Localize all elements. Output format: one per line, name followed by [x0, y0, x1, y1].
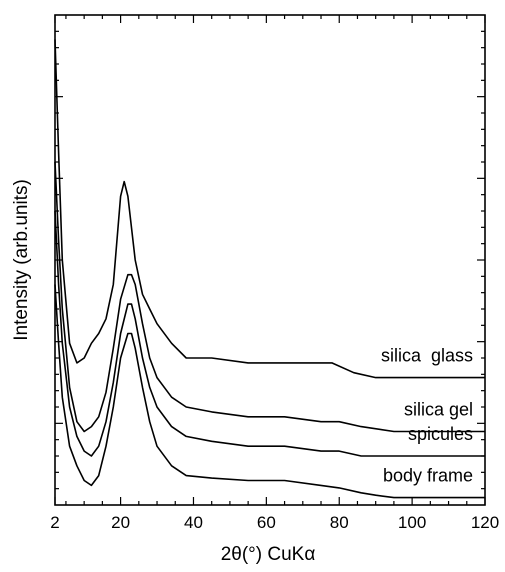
- x-tick-label: 80: [330, 513, 349, 532]
- series-label: spicules: [408, 424, 473, 444]
- x-axis-title: 2θ(°) CuKα: [221, 544, 316, 565]
- x-tick-label: 20: [111, 513, 130, 532]
- series-line: [54, 39, 485, 379]
- x-tick-label: 100: [398, 513, 426, 532]
- series-label: body frame: [383, 466, 473, 486]
- axis-ticks: [54, 15, 486, 505]
- series-line: [54, 284, 485, 499]
- series-line: [54, 161, 485, 433]
- x-tick-label: 120: [471, 513, 499, 532]
- series-labels: silica glass silica gel spicules body frame: [381, 346, 473, 486]
- x-tick-label: 2: [50, 513, 59, 532]
- y-axis-title: Intensity (arb.units): [11, 179, 32, 341]
- series-line: [54, 210, 485, 457]
- x-tick-label: 40: [184, 513, 203, 532]
- series-label: silica glass: [381, 346, 473, 366]
- series-label: silica gel: [404, 400, 473, 420]
- x-tick-label: 60: [257, 513, 276, 532]
- series-curves: [54, 39, 485, 499]
- x-tick-labels: 2 20 40 60 80 100 120: [50, 513, 499, 532]
